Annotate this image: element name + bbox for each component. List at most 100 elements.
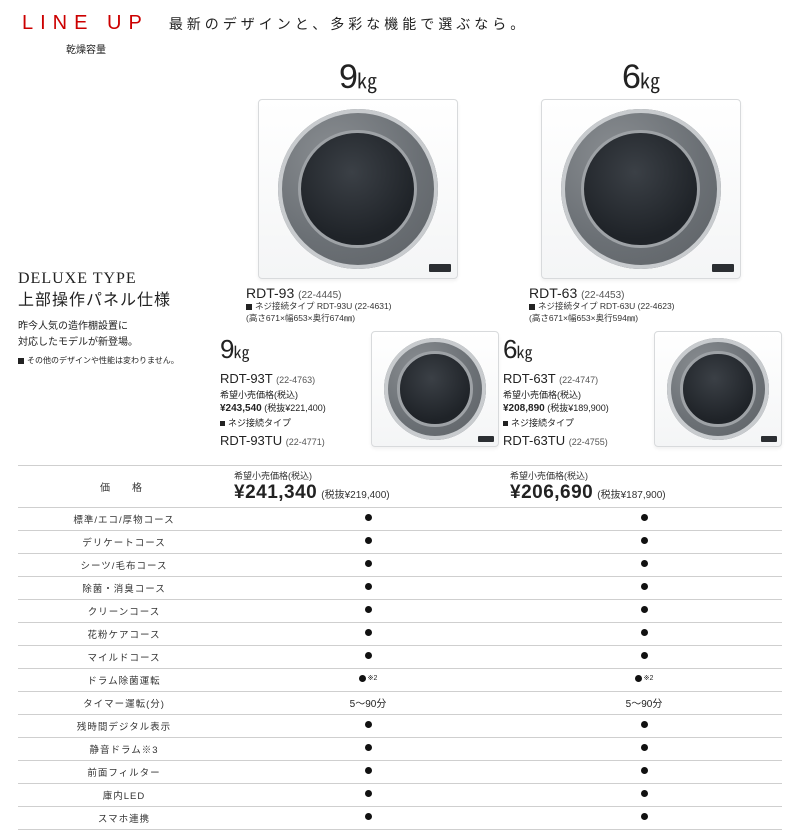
spec-row: 標準/エコ/厚物コース (18, 507, 782, 530)
spec-cell (230, 786, 506, 803)
spec-label: デリケートコース (18, 531, 230, 553)
price-pre: 希望小売価格(税込) (510, 469, 782, 482)
capacity-unit: ㎏ (640, 71, 659, 93)
variant-label: ネジ接続タイプ RDT-93U (22-4631) (255, 301, 392, 311)
dot-icon (641, 560, 648, 567)
dryer-panel-icon (712, 264, 734, 272)
sub-model: RDT-63T (22-4747) (503, 370, 648, 389)
dot-icon (365, 767, 372, 774)
dot-icon (641, 767, 648, 774)
dryer-drum-icon (278, 109, 438, 269)
dryer-drum-icon (561, 109, 721, 269)
dims: (高さ671×幅653×奥行674㎜) (246, 313, 355, 323)
sub-price: ¥243,540 (税抜¥221,400) (220, 402, 365, 417)
deluxe-footnote-text: その他のデザインや性能は変わりません。 (27, 356, 179, 365)
spec-label: 残時間デジタル表示 (18, 715, 230, 737)
spec-cell (506, 602, 782, 619)
dot-note: ※2 (368, 675, 378, 682)
spec-row: 除菌・消臭コース (18, 576, 782, 599)
dot-icon (365, 744, 372, 751)
spec-table: 価 格 希望小売価格(税込) ¥241,340(税抜¥219,400) 希望小売… (18, 465, 782, 830)
dot-icon (641, 514, 648, 521)
spec-label: クリーンコース (18, 600, 230, 622)
sub-variant-model: RDT-63TU (22-4755) (503, 432, 648, 451)
capacity-unit: ㎏ (357, 71, 376, 93)
spec-label: 花粉ケアコース (18, 623, 230, 645)
spec-label: 前面フィルター (18, 761, 230, 783)
dryer-image-large (258, 99, 458, 279)
deluxe-title-en: DELUXE TYPE (18, 268, 216, 290)
model-line: RDT-63 (22-4453) (499, 285, 782, 301)
dryer-image-small (371, 331, 499, 447)
price-cell-9kg: 希望小売価格(税込) ¥241,340(税抜¥219,400) (230, 466, 506, 507)
spec-row: 花粉ケアコース (18, 622, 782, 645)
spec-cell (506, 717, 782, 734)
dryer-panel-icon (761, 436, 777, 442)
header: LINE UP 乾燥容量 最新のデザインと、多彩な機能で選ぶなら。 (18, 12, 782, 56)
square-bullet-icon (246, 304, 252, 310)
dot-icon (365, 537, 372, 544)
dot-icon (641, 744, 648, 751)
sub-variant-model: RDT-93TU (22-4771) (220, 432, 365, 451)
square-bullet-icon (503, 421, 508, 426)
spec-cell (506, 809, 782, 826)
model-code: (22-4445) (298, 290, 341, 301)
spec-label: 静音ドラム※3 (18, 738, 230, 760)
dot-icon (365, 560, 372, 567)
sub-capacity: 9㎏ (220, 331, 365, 369)
dryer-image-small (654, 331, 782, 447)
deluxe-title-jp: 上部操作パネル仕様 (18, 290, 216, 312)
dot-icon (641, 629, 648, 636)
variant-note: ネジ接続タイプ RDT-63U (22-4623) (高さ671×幅653×奥行… (499, 301, 782, 325)
spec-cell (506, 648, 782, 665)
price-main: ¥206,690 (510, 482, 593, 503)
product-columns: DELUXE TYPE 上部操作パネル仕様 昨今人気の造作棚設置に 対応したモデ… (18, 58, 782, 453)
dot-icon (365, 652, 372, 659)
model-line: RDT-93 (22-4445) (216, 285, 499, 301)
dryer-panel-icon (429, 264, 451, 272)
spec-label: 除菌・消臭コース (18, 577, 230, 599)
spec-cell (230, 717, 506, 734)
price-label: 価 格 (18, 475, 230, 498)
dryer-drum-icon (384, 338, 486, 440)
deluxe-footnote: その他のデザインや性能は変わりません。 (18, 355, 216, 366)
product-column-6kg: 6㎏ RDT-63 (22-4453) ネジ接続タイプ RDT-63U (22-… (499, 58, 782, 453)
dryer-image-large (541, 99, 741, 279)
dot-icon (641, 537, 648, 544)
spec-cell (230, 602, 506, 619)
dot-icon (641, 583, 648, 590)
capacity-num: 9 (339, 58, 357, 96)
spec-row: 静音ドラム※3 (18, 737, 782, 760)
lineup-subtitle: 乾燥容量 (18, 41, 149, 56)
dryer-drum-icon (667, 338, 769, 440)
sub-price-label: 希望小売価格(税込) (503, 389, 648, 402)
spec-row: スマホ連携 (18, 806, 782, 830)
dot-icon (365, 514, 372, 521)
spec-cell (230, 740, 506, 757)
square-bullet-icon (529, 304, 535, 310)
spec-label: タイマー運転(分) (18, 692, 230, 714)
dims: (高さ671×幅653×奥行594㎜) (529, 313, 638, 323)
dot-icon (365, 790, 372, 797)
deluxe-desc-l2: 対応したモデルが新登場。 (18, 337, 138, 348)
spec-cell (230, 510, 506, 527)
lineup-title: LINE UP (18, 12, 149, 35)
dot-icon (365, 629, 372, 636)
left-column: DELUXE TYPE 上部操作パネル仕様 昨今人気の造作棚設置に 対応したモデ… (18, 58, 216, 453)
price-cell-6kg: 希望小売価格(税込) ¥206,690(税抜¥187,900) (506, 466, 782, 507)
product-column-9kg: 9㎏ RDT-93 (22-4445) ネジ接続タイプ RDT-93U (22-… (216, 58, 499, 453)
spec-cell (230, 579, 506, 596)
deluxe-desc-l1: 昨今人気の造作棚設置に (18, 321, 128, 332)
spec-row: クリーンコース (18, 599, 782, 622)
spec-label: ドラム除菌運転 (18, 669, 230, 691)
sub-model: RDT-93T (22-4763) (220, 370, 365, 389)
spec-cell: 5～90分 (230, 692, 506, 713)
capacity-num: 6 (622, 58, 640, 96)
spec-label: シーツ/毛布コース (18, 554, 230, 576)
spec-row: デリケートコース (18, 530, 782, 553)
page: LINE UP 乾燥容量 最新のデザインと、多彩な機能で選ぶなら。 DELUXE… (0, 0, 800, 830)
spec-label: 庫内LED (18, 784, 230, 806)
dot-icon (635, 675, 642, 682)
capacity-6kg: 6㎏ (499, 58, 782, 97)
spec-cell (506, 533, 782, 550)
